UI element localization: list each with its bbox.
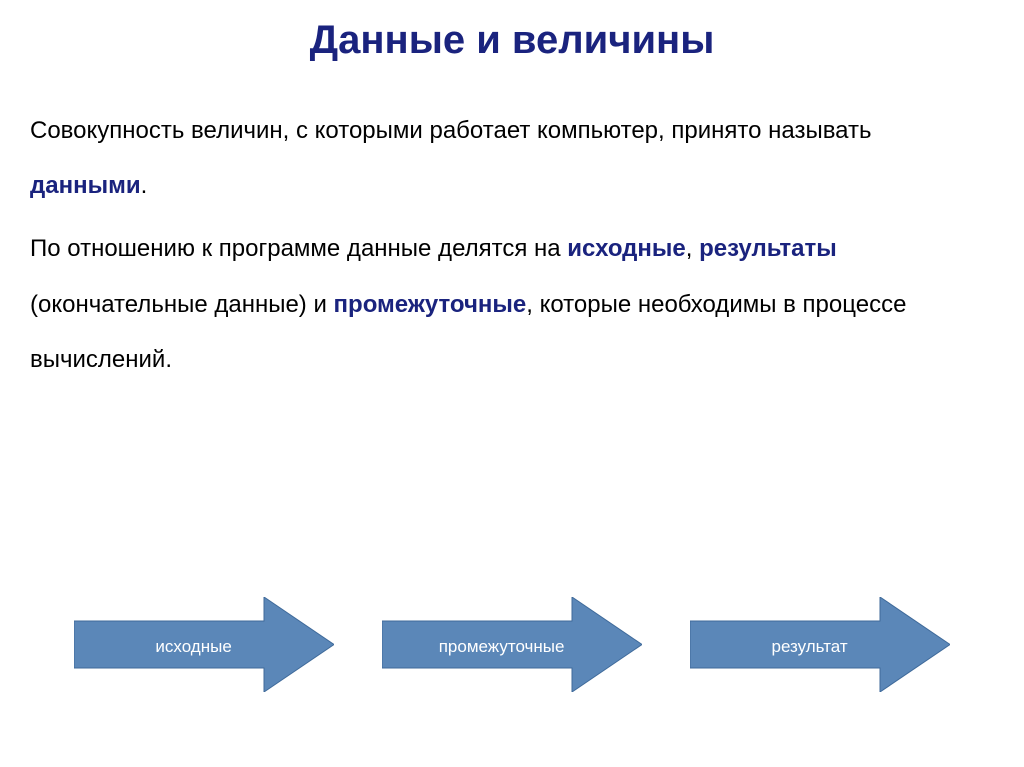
arrow-promezhutochnye: промежуточные <box>382 597 642 697</box>
highlight-dannymi: данными <box>30 172 141 199</box>
arrow-label: промежуточные <box>439 637 565 657</box>
paragraph-1: Совокупность величин, с которыми работае… <box>30 103 994 213</box>
text-span: , <box>686 235 699 262</box>
text-span: (окончательные данные) и <box>30 291 334 318</box>
page-title: Данные и величины <box>0 0 1024 63</box>
highlight-promezhutochnye: промежуточные <box>334 291 527 318</box>
arrow-iskhodnye: исходные <box>74 597 334 697</box>
arrows-row: исходные промежуточные результат <box>0 597 1024 697</box>
text-span: . <box>141 172 148 199</box>
text-span: По отношению к программе данные делятся … <box>30 235 567 262</box>
body-text: Совокупность величин, с которыми работае… <box>0 63 1024 387</box>
highlight-rezultaty: результаты <box>699 235 837 262</box>
paragraph-2: По отношению к программе данные делятся … <box>30 221 994 387</box>
arrow-rezultat: результат <box>690 597 950 697</box>
arrow-label: исходные <box>155 637 231 657</box>
highlight-iskhodnye: исходные <box>567 235 685 262</box>
arrow-label: результат <box>772 637 848 657</box>
text-span: Совокупность величин, с которыми работае… <box>30 117 872 144</box>
